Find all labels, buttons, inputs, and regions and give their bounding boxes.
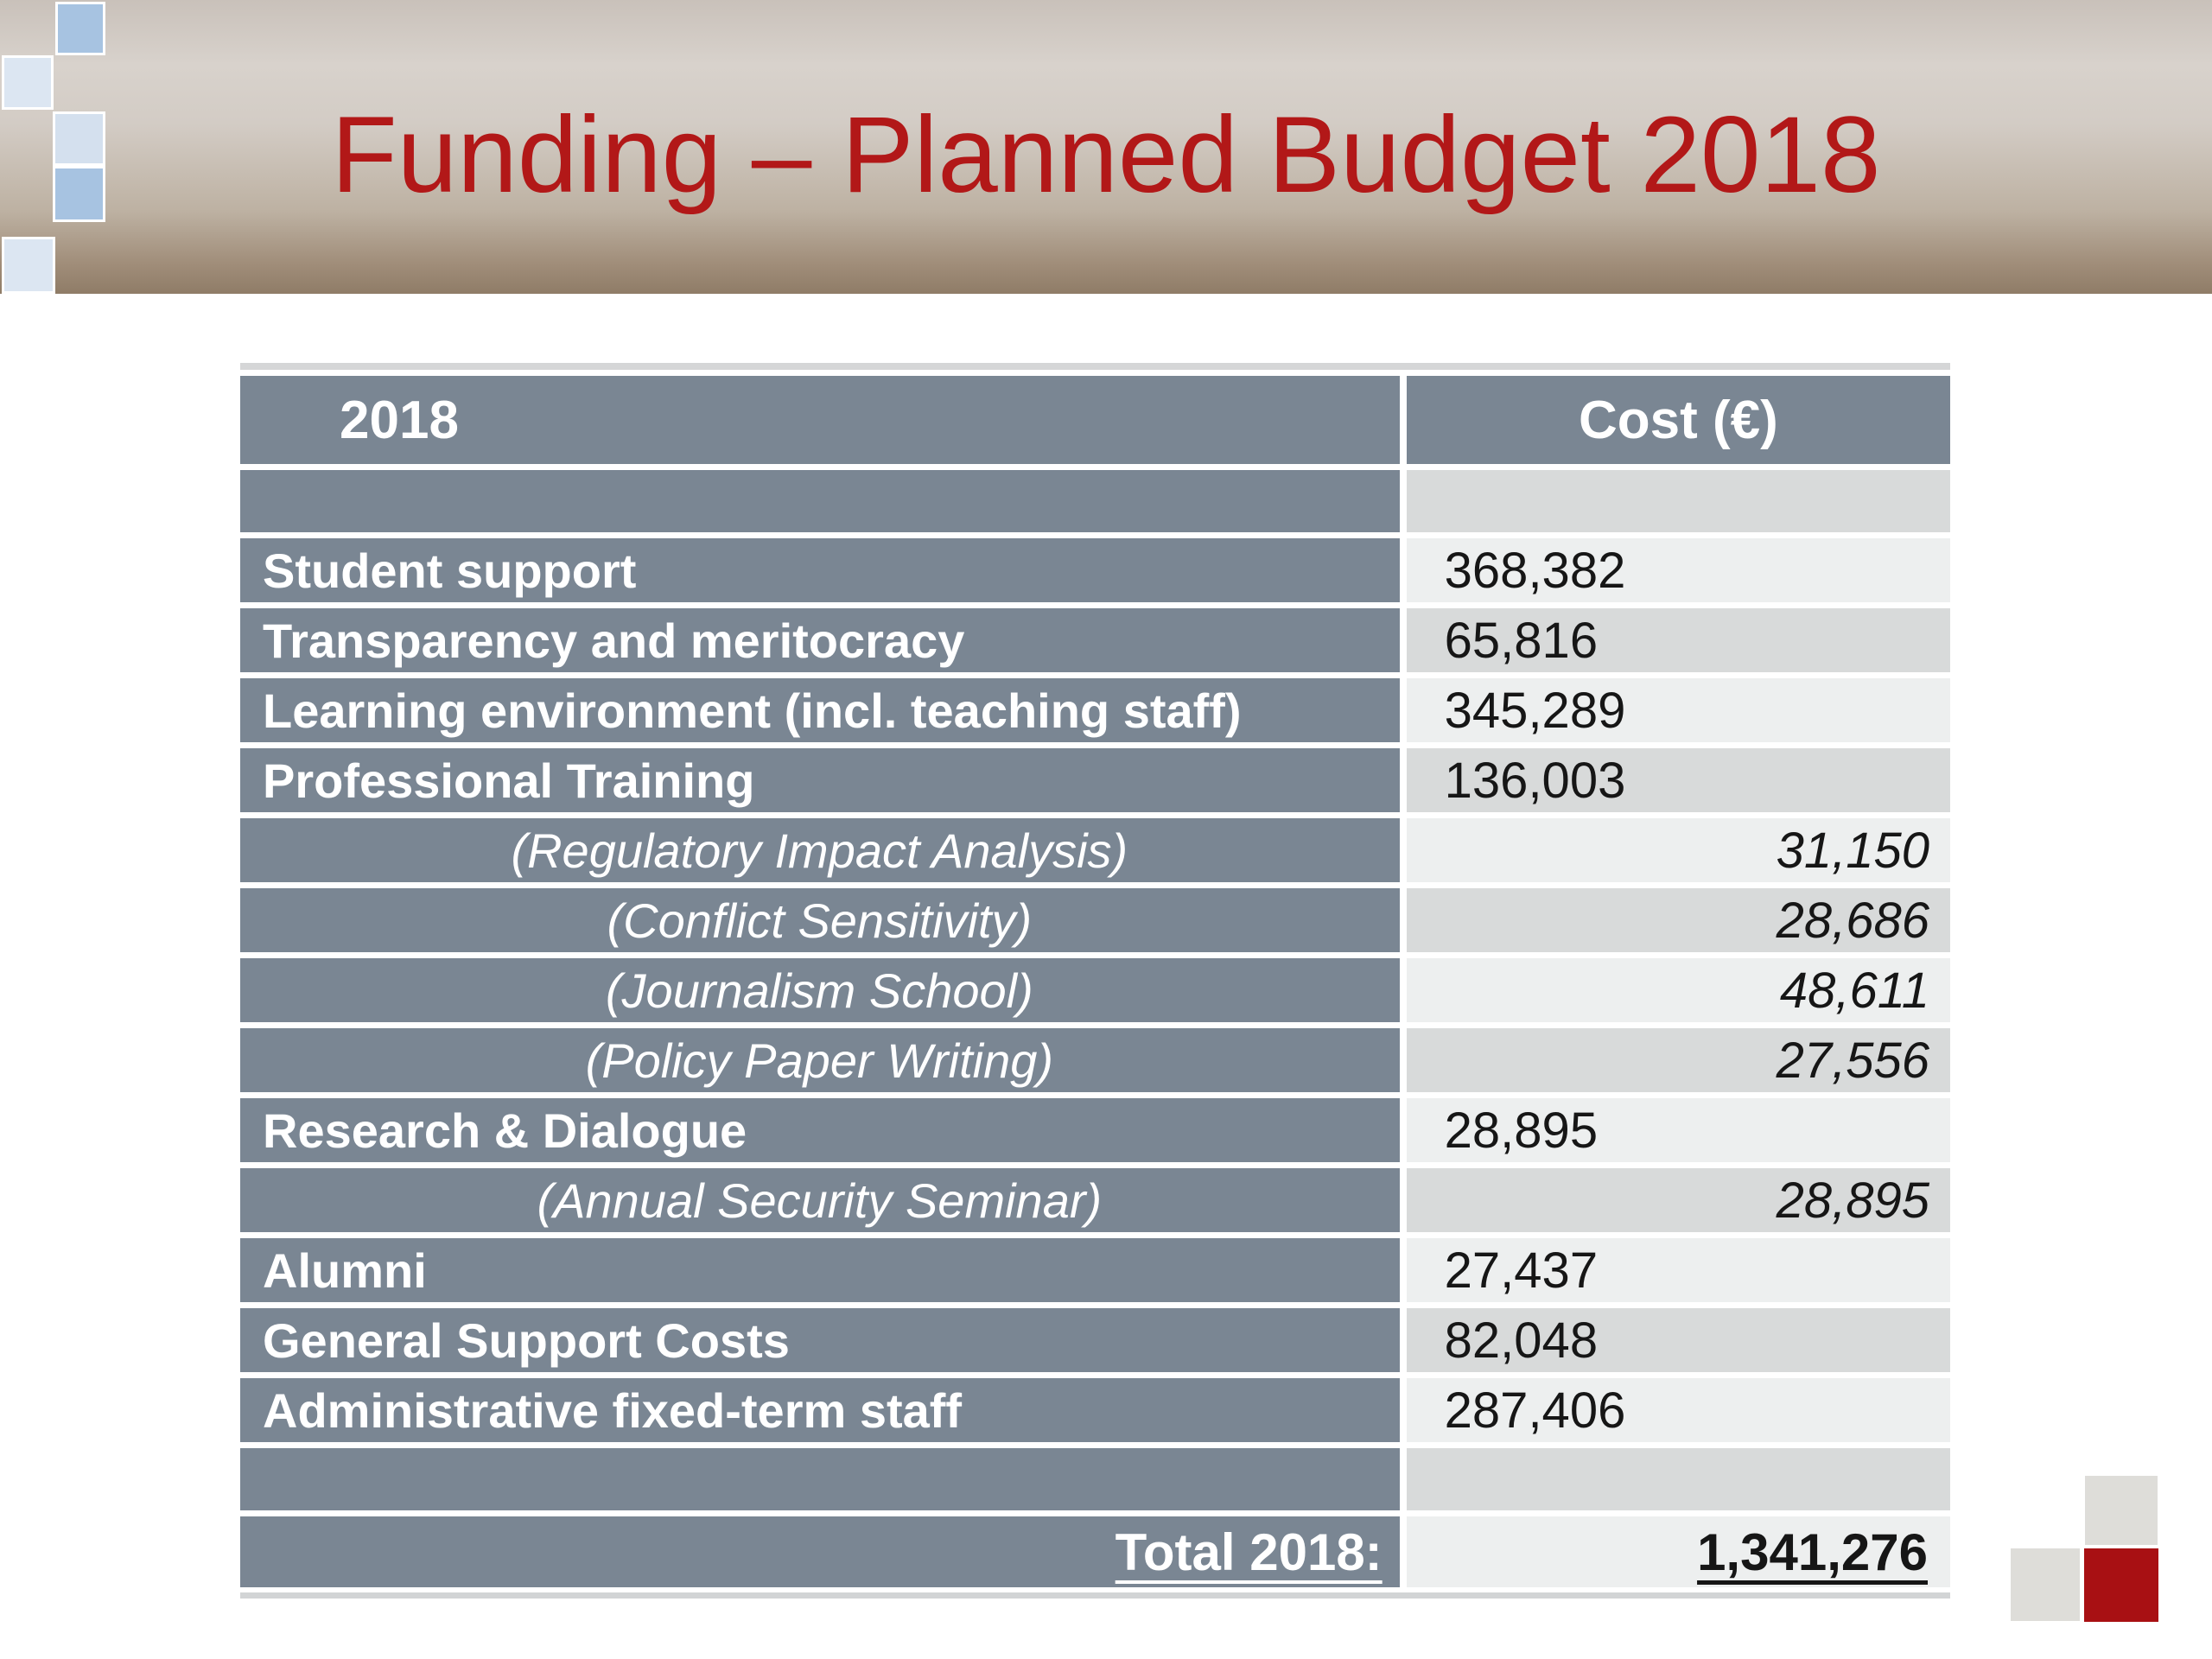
budget-table: 2018 Cost (€) Student support 368,382 Tran… [240, 363, 1950, 1599]
column-header-cost: Cost (€) [1406, 376, 1950, 464]
row-value: 65,816 [1406, 608, 1950, 672]
row-value: 27,437 [1406, 1238, 1950, 1302]
row-value: 287,406 [1406, 1378, 1950, 1442]
table-row: Research & Dialogue 28,895 [240, 1098, 1950, 1162]
row-value: 136,003 [1406, 748, 1950, 812]
row-label: (Policy Paper Writing) [240, 1028, 1407, 1092]
row-label: Administrative fixed-term staff [240, 1378, 1407, 1442]
deco-square-icon [53, 111, 105, 166]
row-label: Alumni [240, 1238, 1407, 1302]
row-value: 27,556 [1406, 1028, 1950, 1092]
row-value [1406, 470, 1950, 532]
table-bottom-border [240, 1592, 1950, 1599]
table-row: Student support 368,382 [240, 538, 1950, 602]
deco-square-icon [2, 55, 54, 110]
header-band: Funding – Planned Budget 2018 [0, 0, 2212, 294]
deco-square-icon [2011, 1548, 2080, 1621]
row-label: Professional Training [240, 748, 1407, 812]
table-header-row: 2018 Cost (€) [240, 376, 1950, 464]
table-row: Professional Training 136,003 [240, 748, 1950, 812]
deco-square-icon [55, 2, 105, 55]
row-label: Transparency and meritocracy [240, 608, 1407, 672]
row-value: 28,895 [1406, 1168, 1950, 1232]
table-row: (Annual Security Seminar) 28,895 [240, 1168, 1950, 1232]
row-value: 1,341,276 [1406, 1516, 1950, 1587]
row-value: 368,382 [1406, 538, 1950, 602]
table-row: Administrative fixed-term staff 287,406 [240, 1378, 1950, 1442]
slide-title: Funding – Planned Budget 2018 [331, 94, 1881, 215]
row-label: General Support Costs [240, 1308, 1407, 1372]
table-row: (Journalism School) 48,611 [240, 958, 1950, 1022]
row-label: Total 2018: [240, 1516, 1407, 1587]
row-value: 345,289 [1406, 678, 1950, 742]
table-row: General Support Costs 82,048 [240, 1308, 1950, 1372]
row-value [1406, 1448, 1950, 1510]
row-value: 28,686 [1406, 888, 1950, 952]
row-label: (Annual Security Seminar) [240, 1168, 1407, 1232]
deco-square-icon [2, 237, 55, 294]
table-row: Alumni 27,437 [240, 1238, 1950, 1302]
deco-red-square-icon [2084, 1548, 2158, 1622]
row-value: 31,150 [1406, 818, 1950, 882]
row-label [240, 470, 1407, 532]
column-header-year: 2018 [240, 376, 1407, 464]
deco-square-icon [2085, 1476, 2158, 1545]
table-row: (Policy Paper Writing) 27,556 [240, 1028, 1950, 1092]
table-row: (Conflict Sensitivity) 28,686 [240, 888, 1950, 952]
table-row: (Regulatory Impact Analysis) 31,150 [240, 818, 1950, 882]
table-row: Transparency and meritocracy 65,816 [240, 608, 1950, 672]
row-label: Research & Dialogue [240, 1098, 1407, 1162]
deco-square-icon [53, 166, 105, 222]
row-label [240, 1448, 1407, 1510]
row-label: (Regulatory Impact Analysis) [240, 818, 1407, 882]
row-label: Student support [240, 538, 1407, 602]
row-value: 82,048 [1406, 1308, 1950, 1372]
table-row [240, 1448, 1950, 1510]
table-row: Learning environment (incl. teaching sta… [240, 678, 1950, 742]
table-top-border [240, 363, 1950, 370]
row-value: 28,895 [1406, 1098, 1950, 1162]
table-row [240, 470, 1950, 532]
row-value: 48,611 [1406, 958, 1950, 1022]
row-label: Learning environment (incl. teaching sta… [240, 678, 1407, 742]
table-row: Total 2018: 1,341,276 [240, 1516, 1950, 1587]
row-label: (Journalism School) [240, 958, 1407, 1022]
row-label: (Conflict Sensitivity) [240, 888, 1407, 952]
